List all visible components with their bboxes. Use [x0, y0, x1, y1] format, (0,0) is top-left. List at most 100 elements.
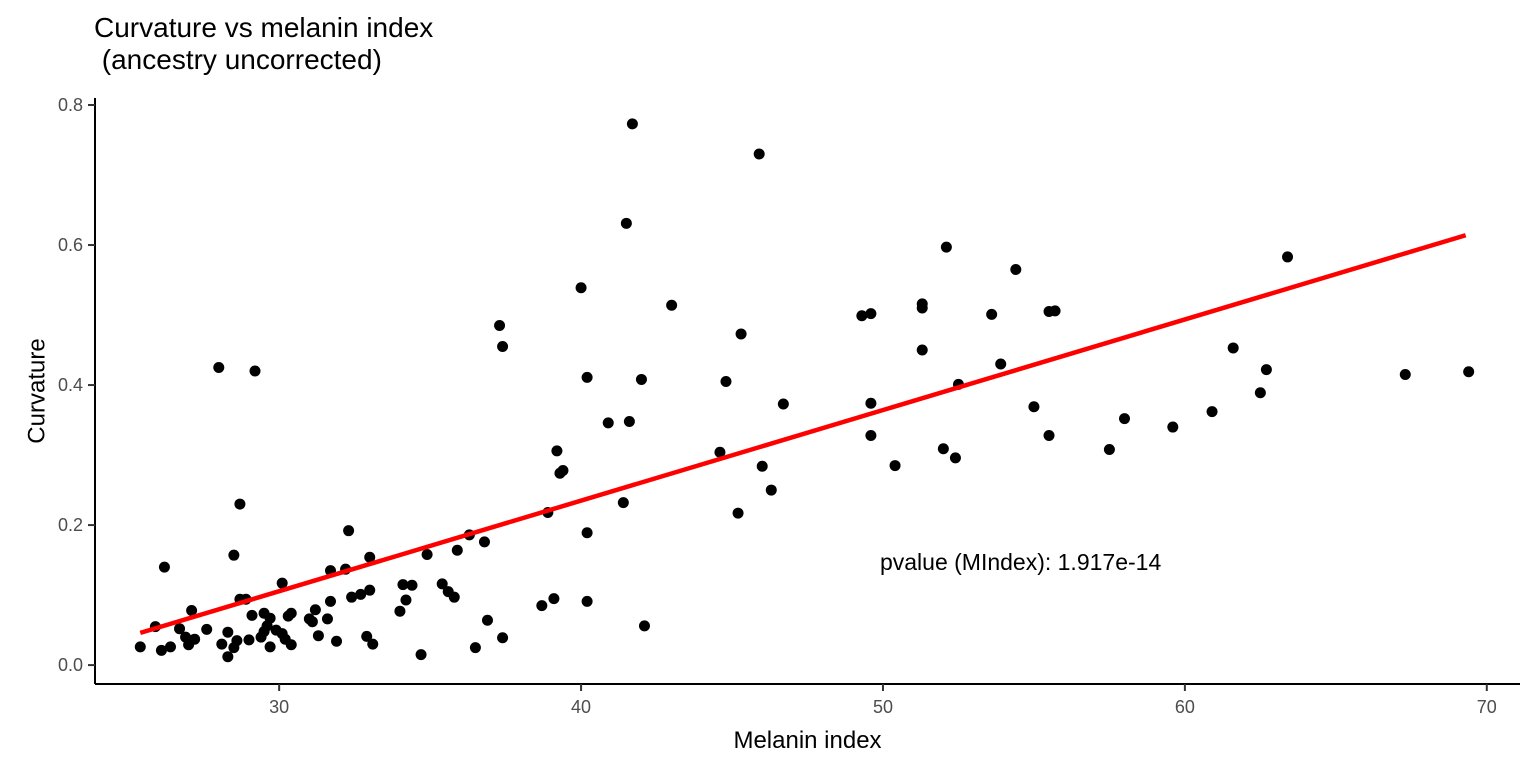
- data-point: [1103, 443, 1115, 455]
- data-point: [400, 594, 412, 606]
- data-point: [986, 308, 998, 320]
- y-tick-label: 0.2: [58, 515, 83, 535]
- data-point: [865, 397, 877, 409]
- data-point: [720, 376, 732, 388]
- data-point: [243, 634, 255, 646]
- data-point: [756, 460, 768, 472]
- data-point: [234, 498, 246, 510]
- data-point: [436, 578, 448, 590]
- data-point: [264, 612, 276, 624]
- chart-title-line-1: Curvature vs melanin index: [94, 12, 434, 43]
- data-point: [735, 328, 747, 340]
- data-point: [1227, 342, 1239, 354]
- data-point: [158, 561, 170, 573]
- data-point: [201, 623, 213, 635]
- ticks-layer: 30 40 50 60 70 0.0 0.2 0.4 0.6 0.8: [58, 95, 1497, 717]
- data-point: [995, 358, 1007, 370]
- pvalue-annotation: pvalue (MIndex): 1.917e-14: [880, 549, 1161, 575]
- y-tick-label: 0.6: [58, 235, 83, 255]
- data-point: [415, 649, 427, 661]
- data-point: [1010, 264, 1022, 276]
- data-point: [331, 635, 343, 647]
- data-point: [285, 607, 297, 619]
- data-point: [364, 551, 376, 563]
- data-point: [1463, 366, 1475, 378]
- data-point: [346, 591, 358, 603]
- data-point: [949, 452, 961, 464]
- data-point: [777, 398, 789, 410]
- data-point: [1119, 413, 1131, 425]
- data-point: [406, 579, 418, 591]
- data-point: [397, 579, 409, 591]
- data-point: [312, 630, 324, 642]
- data-point: [231, 635, 243, 647]
- data-point: [324, 595, 336, 607]
- data-point: [478, 536, 490, 548]
- data-point: [581, 595, 593, 607]
- data-point: [276, 577, 288, 589]
- points-layer: [134, 118, 1475, 663]
- data-point: [1399, 369, 1411, 381]
- data-point: [394, 605, 406, 617]
- data-point: [448, 591, 460, 603]
- data-point: [228, 549, 240, 561]
- data-point: [1167, 421, 1179, 433]
- data-point: [213, 362, 225, 374]
- data-point: [222, 626, 234, 638]
- chart-title-line-2: (ancestry uncorrected): [94, 44, 382, 75]
- data-point: [557, 464, 569, 476]
- regression-line: [139, 233, 1467, 636]
- data-point: [186, 604, 198, 616]
- data-point: [451, 544, 463, 556]
- data-point: [1254, 387, 1266, 399]
- data-point: [421, 548, 433, 560]
- data-point: [367, 638, 379, 650]
- data-point: [1028, 401, 1040, 413]
- data-point: [865, 308, 877, 320]
- data-point: [865, 429, 877, 441]
- fit-layer: [139, 233, 1467, 636]
- x-tick-label: 60: [1175, 697, 1195, 717]
- data-point: [1043, 429, 1055, 441]
- data-point: [623, 415, 635, 427]
- data-point: [937, 443, 949, 455]
- data-point: [321, 613, 333, 625]
- data-point: [916, 344, 928, 356]
- data-point: [620, 217, 632, 229]
- data-point: [940, 241, 952, 253]
- y-tick-label: 0.0: [58, 655, 83, 675]
- x-axis-title: Melanin index: [733, 727, 881, 754]
- data-point: [189, 633, 201, 645]
- chart-title: Curvature vs melanin index (ancestry unc…: [94, 12, 433, 76]
- y-axis-title: Curvature: [23, 338, 50, 443]
- data-point: [548, 593, 560, 605]
- axes-layer: [94, 98, 1520, 685]
- x-tick-label: 40: [571, 697, 591, 717]
- data-point: [666, 299, 678, 311]
- data-point: [222, 651, 234, 663]
- data-point: [753, 148, 765, 160]
- data-point: [481, 614, 493, 626]
- data-point: [581, 527, 593, 539]
- data-point: [916, 298, 928, 310]
- data-point: [155, 644, 167, 656]
- data-point: [581, 371, 593, 383]
- data-point: [134, 641, 146, 653]
- data-point: [174, 623, 186, 635]
- data-point: [249, 365, 261, 377]
- data-point: [765, 484, 777, 496]
- y-tick-label: 0.8: [58, 95, 83, 115]
- data-point: [551, 445, 563, 457]
- data-point: [1206, 406, 1218, 418]
- data-point: [309, 604, 321, 616]
- data-point: [469, 642, 481, 654]
- data-point: [638, 620, 650, 632]
- data-point: [617, 497, 629, 509]
- data-point: [216, 638, 228, 650]
- data-point: [364, 584, 376, 596]
- x-tick-label: 30: [269, 697, 289, 717]
- data-point: [246, 609, 258, 621]
- x-tick-label: 50: [873, 697, 893, 717]
- data-point: [494, 320, 506, 332]
